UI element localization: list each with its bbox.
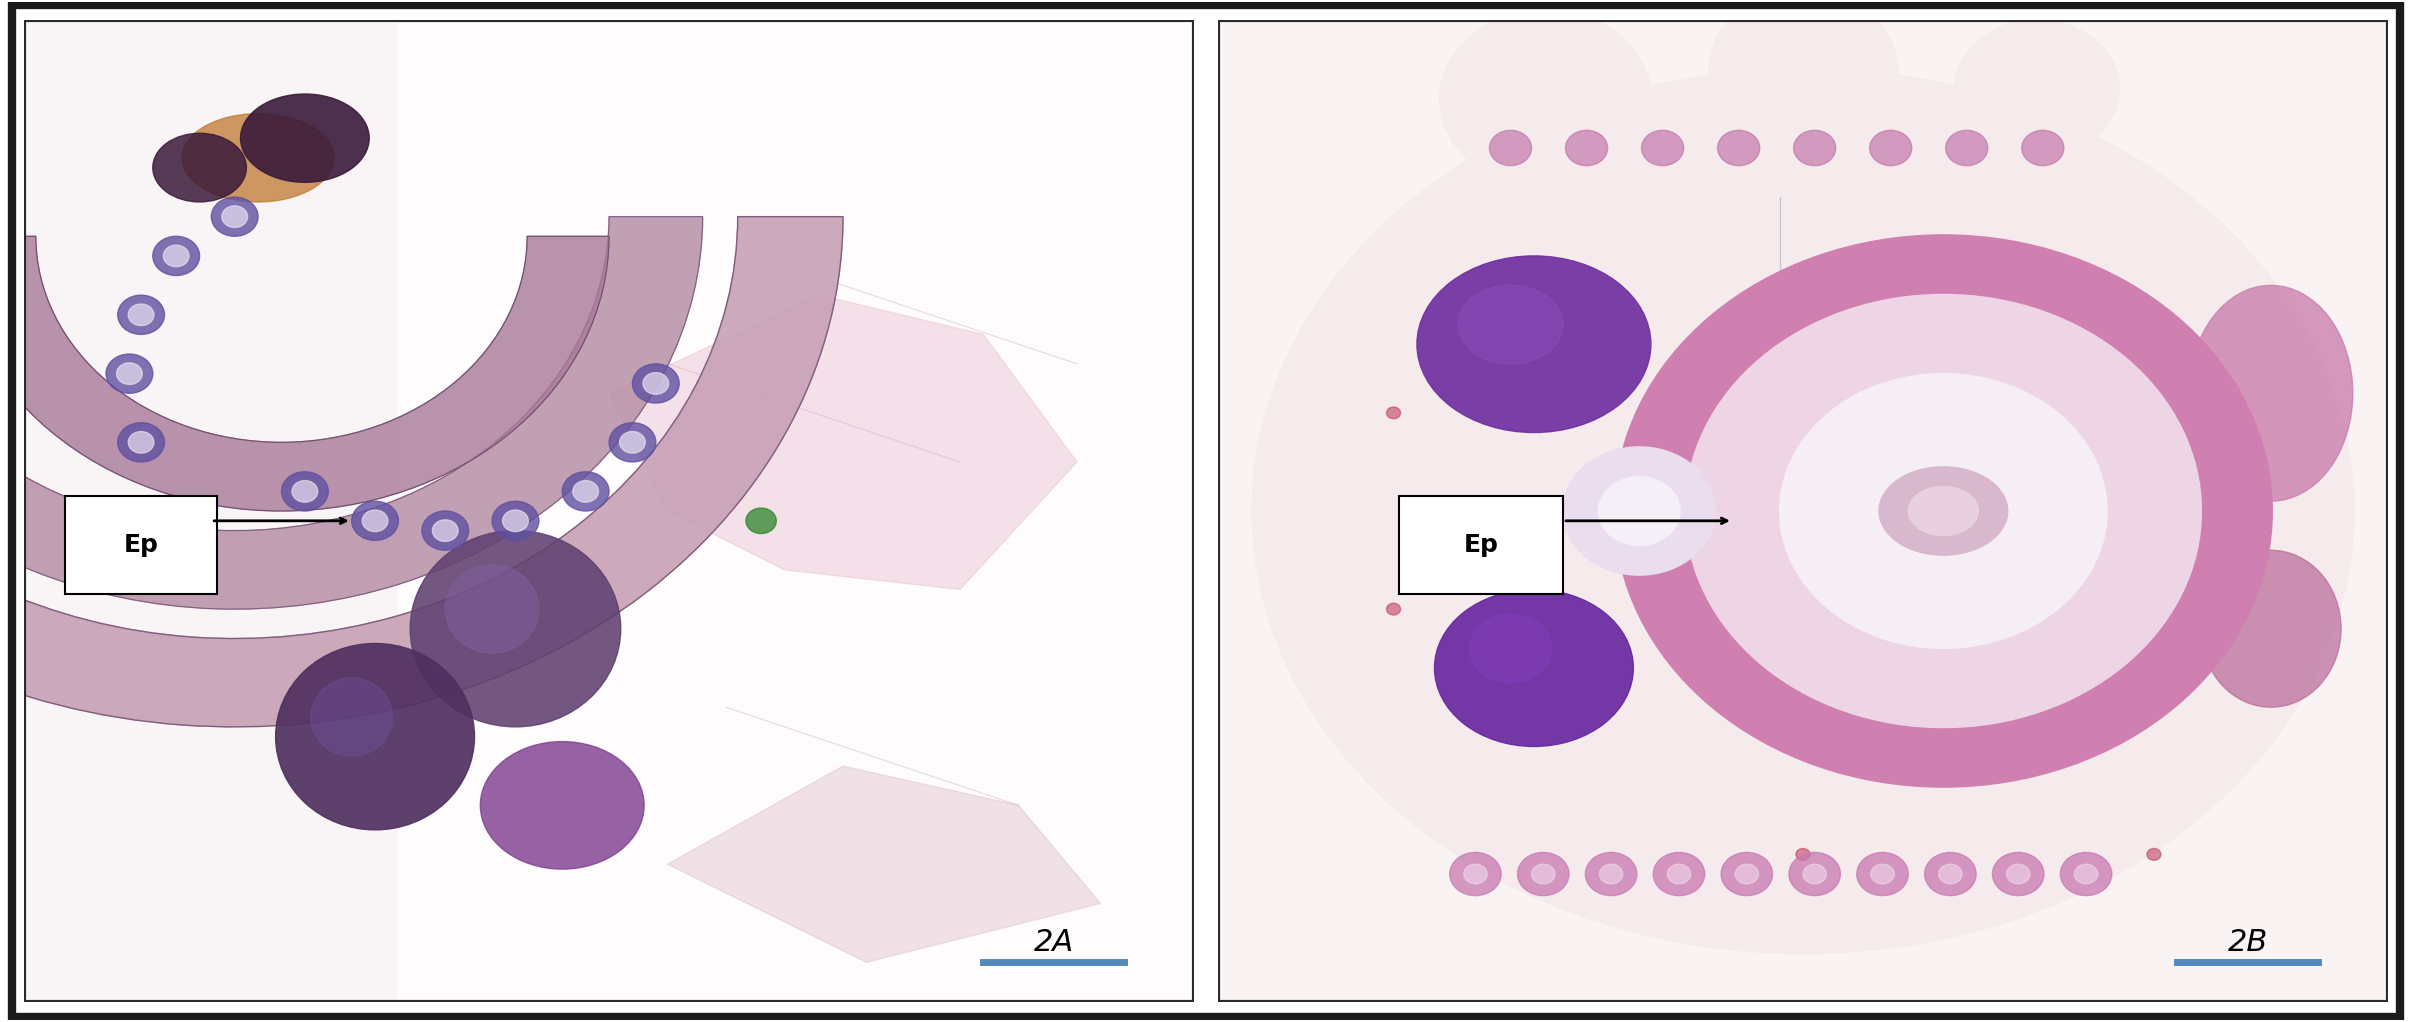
Wedge shape [0, 236, 610, 511]
Ellipse shape [1254, 69, 2352, 953]
Circle shape [128, 431, 154, 453]
Wedge shape [0, 183, 702, 609]
Circle shape [1599, 476, 1681, 546]
Circle shape [1925, 852, 1975, 895]
Ellipse shape [1416, 256, 1650, 432]
Text: Ep: Ep [123, 533, 159, 557]
Circle shape [164, 245, 188, 267]
Circle shape [1780, 374, 2108, 648]
Ellipse shape [480, 742, 644, 869]
Polygon shape [610, 295, 1078, 590]
FancyBboxPatch shape [1399, 497, 1563, 595]
FancyBboxPatch shape [65, 497, 217, 595]
Ellipse shape [410, 530, 620, 727]
Ellipse shape [1469, 614, 1551, 683]
Circle shape [2021, 131, 2065, 166]
Circle shape [222, 205, 248, 228]
Circle shape [118, 423, 164, 462]
Circle shape [362, 510, 388, 531]
Circle shape [1956, 20, 2118, 157]
Circle shape [1734, 865, 1758, 884]
Circle shape [492, 501, 538, 541]
Ellipse shape [311, 678, 393, 756]
Circle shape [432, 520, 458, 542]
Circle shape [620, 431, 646, 453]
Circle shape [1652, 852, 1705, 895]
Circle shape [1790, 852, 1840, 895]
Circle shape [1992, 852, 2043, 895]
Circle shape [1857, 852, 1908, 895]
Text: 2A: 2A [1032, 928, 1073, 958]
Circle shape [1804, 865, 1826, 884]
Circle shape [1616, 236, 2272, 786]
Ellipse shape [1457, 285, 1563, 364]
Circle shape [1939, 865, 1961, 884]
Circle shape [572, 480, 598, 502]
Text: Ep: Ep [1464, 533, 1498, 557]
Circle shape [562, 472, 610, 511]
Circle shape [1869, 131, 1913, 166]
Circle shape [1946, 131, 1987, 166]
Circle shape [1517, 852, 1570, 895]
Ellipse shape [2200, 550, 2342, 707]
Circle shape [352, 501, 398, 541]
Circle shape [1491, 131, 1532, 166]
Circle shape [292, 480, 318, 502]
Circle shape [1599, 865, 1623, 884]
Circle shape [422, 511, 468, 550]
Circle shape [1717, 131, 1761, 166]
Circle shape [128, 304, 154, 326]
Ellipse shape [1879, 467, 2007, 555]
Ellipse shape [181, 113, 335, 202]
Circle shape [1532, 865, 1556, 884]
Circle shape [1872, 865, 1893, 884]
Circle shape [1686, 295, 2200, 727]
Circle shape [1710, 0, 1896, 148]
Circle shape [282, 472, 328, 511]
Circle shape [1440, 10, 1650, 187]
Circle shape [212, 197, 258, 236]
Wedge shape [0, 128, 844, 727]
Ellipse shape [275, 644, 475, 830]
Ellipse shape [1908, 486, 1978, 536]
Circle shape [106, 354, 152, 393]
Circle shape [610, 423, 656, 462]
Circle shape [2060, 852, 2113, 895]
Circle shape [2147, 848, 2161, 861]
Circle shape [1563, 448, 1715, 574]
Ellipse shape [1435, 590, 1633, 746]
Circle shape [502, 510, 528, 531]
Circle shape [116, 363, 142, 384]
Circle shape [644, 373, 668, 394]
Circle shape [152, 236, 200, 276]
Circle shape [1643, 131, 1684, 166]
Circle shape [1795, 131, 1836, 166]
Ellipse shape [152, 133, 246, 202]
Circle shape [745, 508, 777, 533]
Ellipse shape [446, 565, 538, 653]
Circle shape [1667, 865, 1691, 884]
Polygon shape [398, 20, 1194, 1002]
Ellipse shape [241, 94, 369, 182]
Circle shape [118, 295, 164, 334]
Polygon shape [668, 766, 1100, 963]
Circle shape [1464, 865, 1488, 884]
Circle shape [1585, 852, 1638, 895]
Circle shape [2007, 865, 2031, 884]
Circle shape [1565, 131, 1609, 166]
Circle shape [1450, 852, 1500, 895]
Text: 2B: 2B [2226, 928, 2267, 958]
Ellipse shape [2190, 285, 2352, 501]
Circle shape [632, 364, 680, 403]
Circle shape [1387, 603, 1401, 615]
Circle shape [1722, 852, 1773, 895]
Circle shape [1387, 407, 1401, 419]
Circle shape [1797, 848, 1809, 861]
Circle shape [2074, 865, 2098, 884]
